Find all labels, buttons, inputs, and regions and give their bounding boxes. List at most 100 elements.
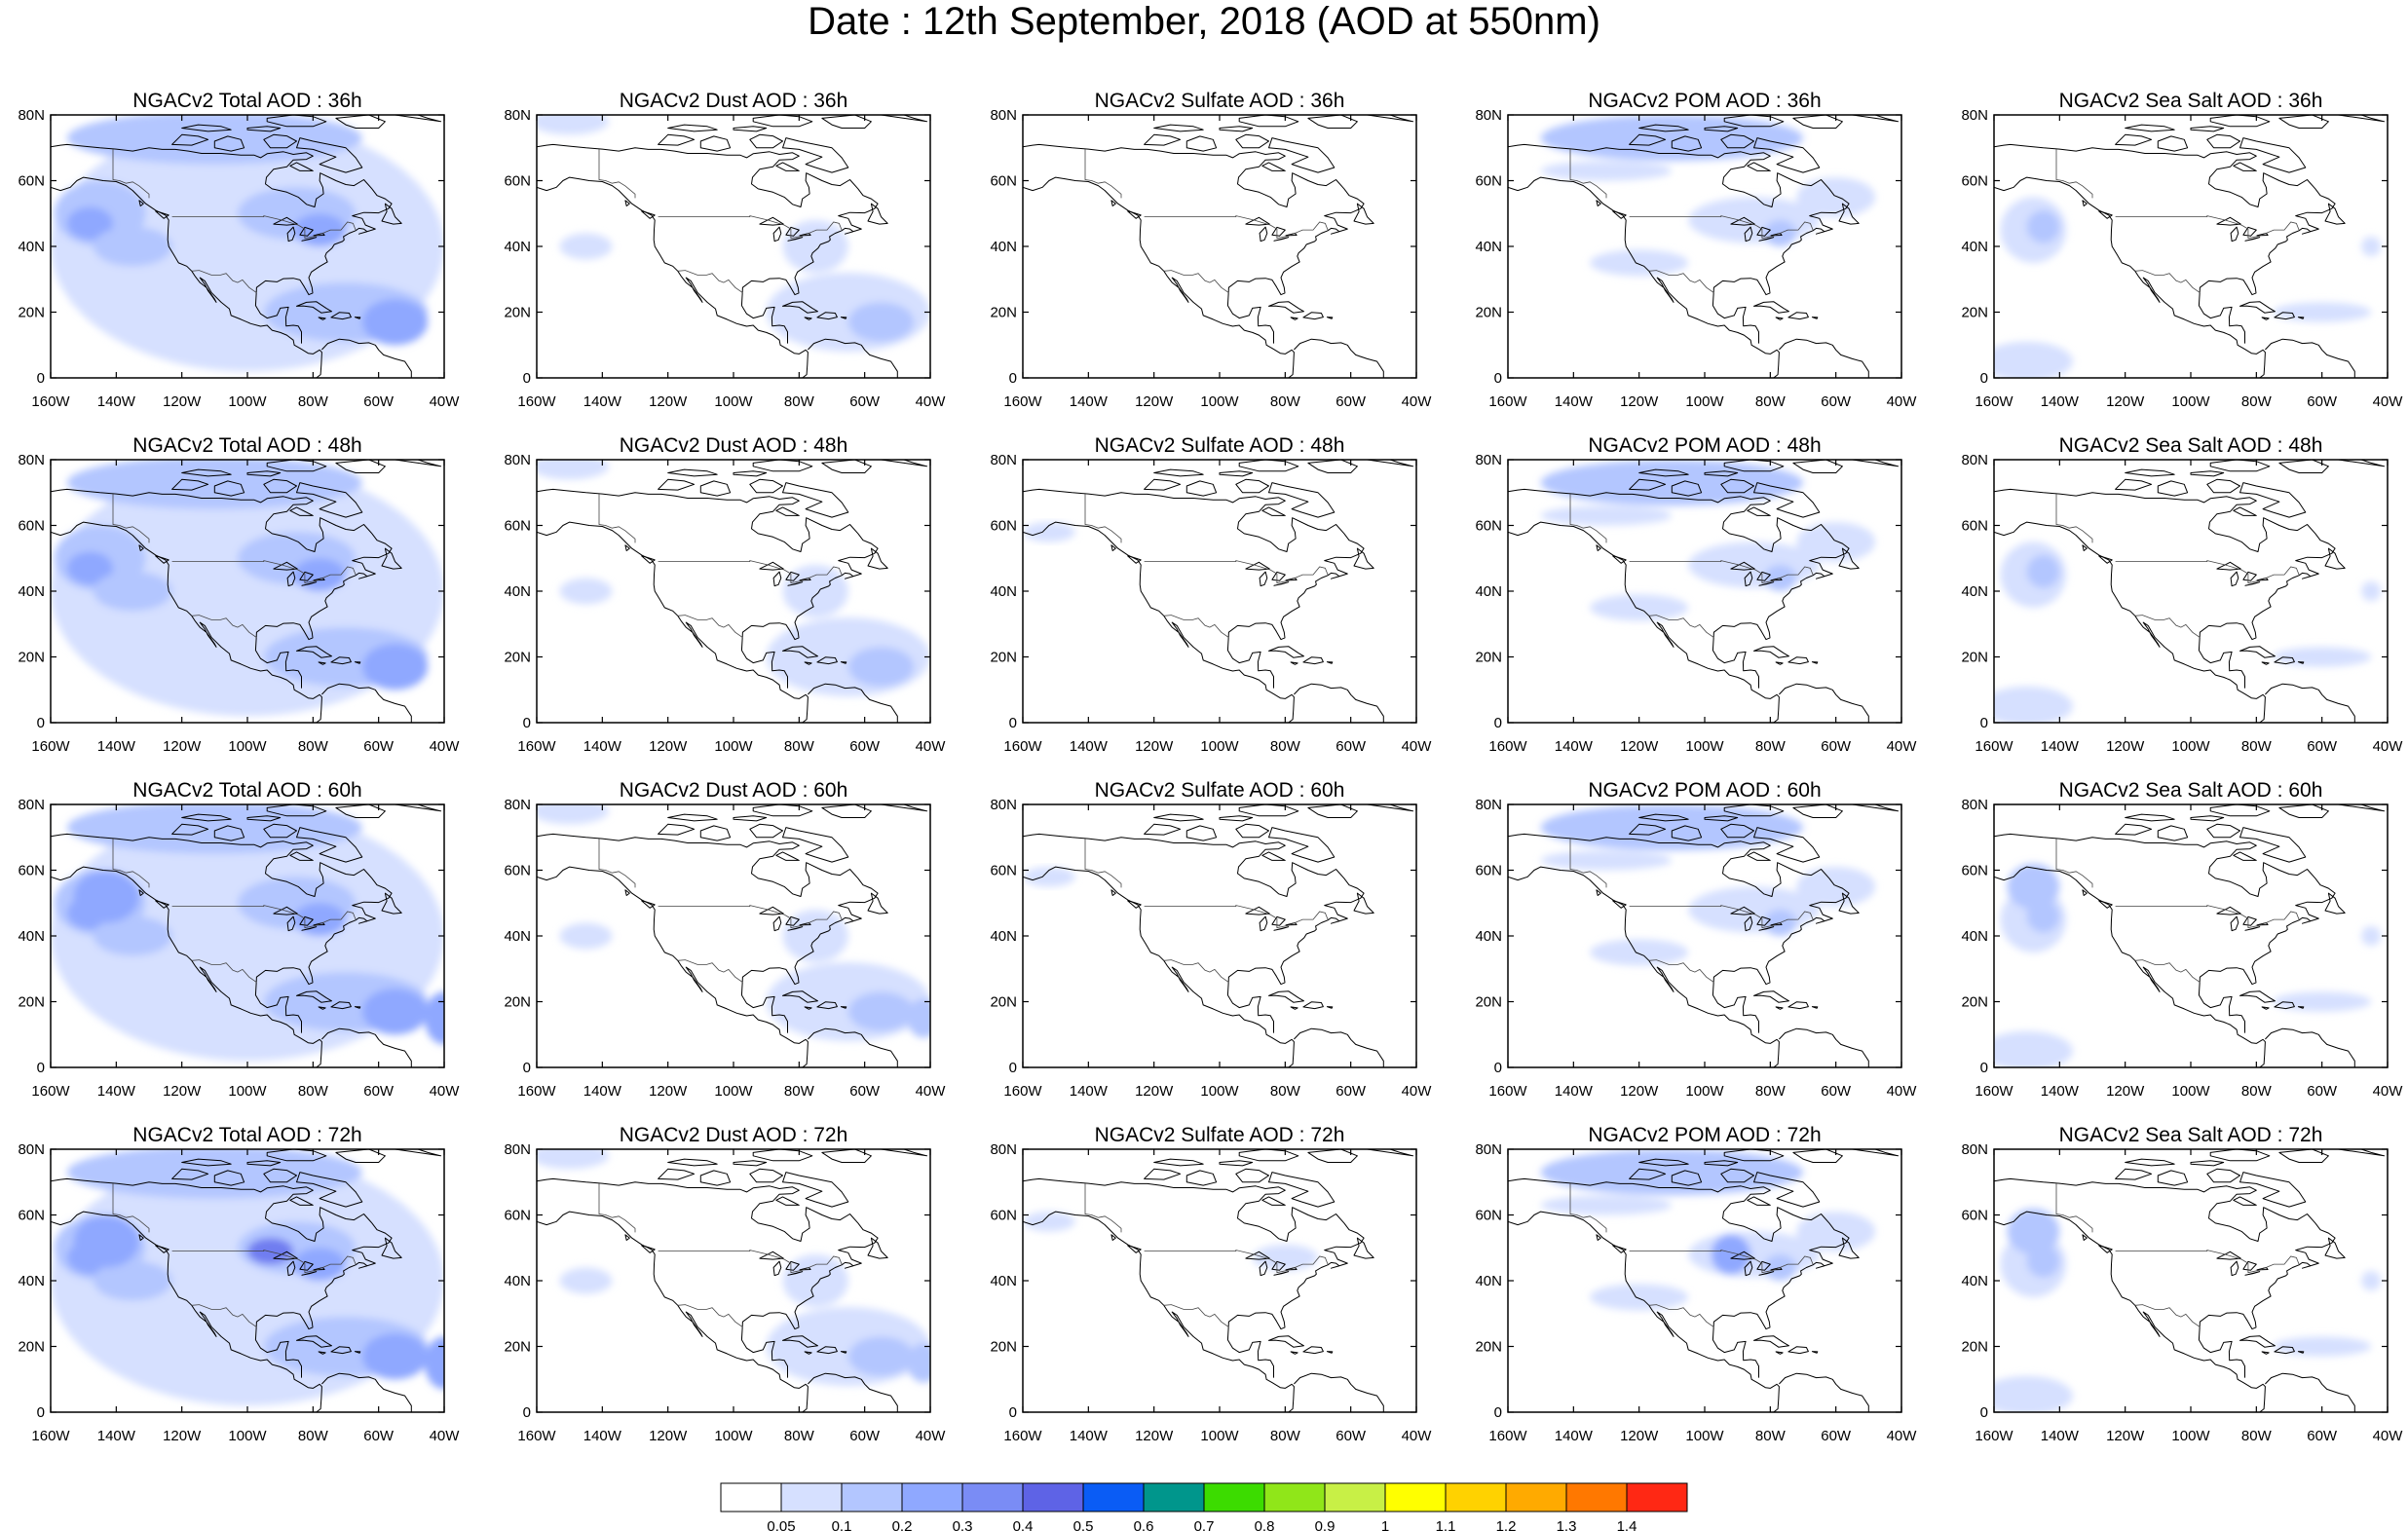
aod-region [1540, 850, 1673, 871]
x-tick-label: 140W [1070, 393, 1109, 410]
aod-region [66, 206, 113, 241]
x-tick-label: 40W [1887, 1428, 1918, 1444]
colorbar-label: 1.1 [1436, 1518, 1456, 1531]
aod-region [2026, 554, 2060, 588]
colorbar-swatch [1626, 1482, 1688, 1512]
coastline [1994, 804, 2386, 1067]
x-tick-label: 100W [228, 1083, 267, 1100]
map-panel: NGACv2 Sea Salt AOD : 72h 80N 60N 40N 20N 0 16… [1943, 1124, 2408, 1513]
coastline [1023, 460, 1414, 723]
x-tick-label: 140W [583, 393, 622, 410]
y-tick-label: 80N [1475, 107, 1502, 124]
x-tick-label: 80W [1755, 393, 1787, 410]
aod-region [66, 804, 362, 854]
colorbar-swatch [1203, 1482, 1265, 1512]
y-tick-label: 0 [523, 1404, 531, 1421]
aod-region [1540, 1195, 1673, 1215]
x-tick-label: 160W [1975, 393, 2013, 410]
colorbar-label: 0.4 [1013, 1518, 1034, 1531]
aod-region [1994, 686, 2073, 723]
y-tick-label: 60N [1961, 1208, 1988, 1224]
x-tick-label: 160W [31, 1083, 70, 1100]
y-tick-label: 80N [1475, 452, 1502, 468]
x-tick-label: 120W [649, 1428, 688, 1444]
colorbar-swatch [1565, 1482, 1628, 1512]
aod-region [537, 115, 610, 135]
y-tick-label: 20N [18, 1339, 45, 1356]
y-tick-label: 0 [1980, 1060, 1988, 1076]
aod-region [1590, 939, 1689, 966]
panel-title: NGACv2 POM AOD : 48h [1588, 434, 1822, 457]
y-tick-label: 0 [1009, 370, 1017, 387]
y-tick-label: 20N [504, 994, 531, 1011]
y-tick-label: 80N [990, 1141, 1017, 1158]
y-tick-label: 80N [1475, 1141, 1502, 1158]
coastline [1994, 460, 2386, 723]
aod-region [1796, 867, 1876, 907]
y-tick-label: 40N [1961, 1273, 1988, 1289]
y-tick-label: 20N [1475, 1339, 1502, 1356]
y-tick-label: 20N [1961, 994, 1988, 1011]
x-tick-label: 140W [97, 1428, 136, 1444]
x-tick-label: 160W [1003, 393, 1042, 410]
map-plot: 80N 60N 40N 20N 0 160W 140W 120W 100W 80W 60W 40W [1475, 1141, 1918, 1444]
aod-field [1994, 863, 2382, 1067]
y-tick-label: 80N [1961, 1141, 1988, 1158]
x-tick-label: 120W [2106, 738, 2145, 755]
x-tick-label: 60W [363, 1083, 395, 1100]
map-panel: NGACv2 Dust AOD : 48h 80N 60N 40N 20N 0 160W 14… [486, 434, 954, 824]
aod-region [1540, 115, 1803, 162]
x-tick-label: 80W [784, 393, 815, 410]
colorbar-swatch [1384, 1482, 1447, 1512]
y-tick-label: 40N [18, 583, 45, 600]
map-panel: NGACv2 POM AOD : 72h 80N 60N 40N 20N 0 160W 140… [1457, 1124, 1925, 1513]
aod-region [537, 804, 610, 825]
x-tick-label: 60W [849, 738, 881, 755]
map-plot: 80N 60N 40N 20N 0 160W 140W 120W 100W 80W 60W 40W [504, 452, 947, 755]
y-tick-label: 40N [1961, 928, 1988, 945]
aod-field [537, 804, 930, 1041]
colorbar-label: 0.5 [1073, 1518, 1094, 1531]
y-tick-label: 40N [504, 928, 531, 945]
y-tick-label: 40N [990, 583, 1017, 600]
colorbar-label: 1.2 [1496, 1518, 1517, 1531]
x-tick-label: 60W [1336, 1083, 1367, 1100]
map-plot: 80N 60N 40N 20N 0 160W 140W 120W 100W 80W 60W 40W [990, 1141, 1432, 1444]
x-tick-label: 40W [1402, 393, 1433, 410]
x-tick-label: 40W [916, 738, 947, 755]
panel-title: NGACv2 Total AOD : 72h [132, 1124, 362, 1146]
x-tick-label: 160W [1975, 1428, 2013, 1444]
aod-region [2273, 647, 2372, 667]
y-tick-label: 20N [18, 650, 45, 666]
map-panel: NGACv2 POM AOD : 48h 80N 60N 40N 20N 0 160W 140… [1457, 434, 1925, 824]
panel-title: NGACv2 Dust AOD : 60h [619, 779, 848, 802]
x-tick-label: 140W [583, 1428, 622, 1444]
country-borders [1569, 839, 1814, 983]
map-plot: 80N 60N 40N 20N 0 160W 140W 120W 100W 80W 60W 40W [18, 1141, 460, 1444]
aod-region [1994, 341, 2073, 378]
x-tick-label: 140W [97, 1083, 136, 1100]
y-tick-label: 20N [1961, 305, 1988, 321]
x-tick-label: 80W [298, 1428, 329, 1444]
country-borders [1569, 1183, 1814, 1327]
x-tick-label: 100W [228, 1428, 267, 1444]
y-tick-label: 0 [37, 370, 45, 387]
aod-region [361, 989, 429, 1035]
y-tick-label: 0 [1494, 1404, 1502, 1421]
x-tick-label: 100W [1685, 393, 1724, 410]
country-borders [112, 494, 357, 638]
panel-title: NGACv2 Dust AOD : 36h [619, 90, 848, 112]
y-tick-label: 60N [990, 863, 1017, 879]
x-tick-label: 140W [583, 1083, 622, 1100]
coastline [1023, 115, 1414, 378]
aod-region [1590, 1284, 1689, 1311]
y-tick-label: 0 [37, 1060, 45, 1076]
aod-region [537, 1149, 610, 1170]
x-tick-label: 120W [649, 393, 688, 410]
y-tick-label: 20N [990, 1339, 1017, 1356]
aod-region [66, 115, 362, 165]
coastline [1023, 804, 1414, 1067]
y-tick-label: 60N [990, 1208, 1017, 1224]
colorbar-swatch [901, 1482, 963, 1512]
coastline [1994, 1149, 2386, 1412]
